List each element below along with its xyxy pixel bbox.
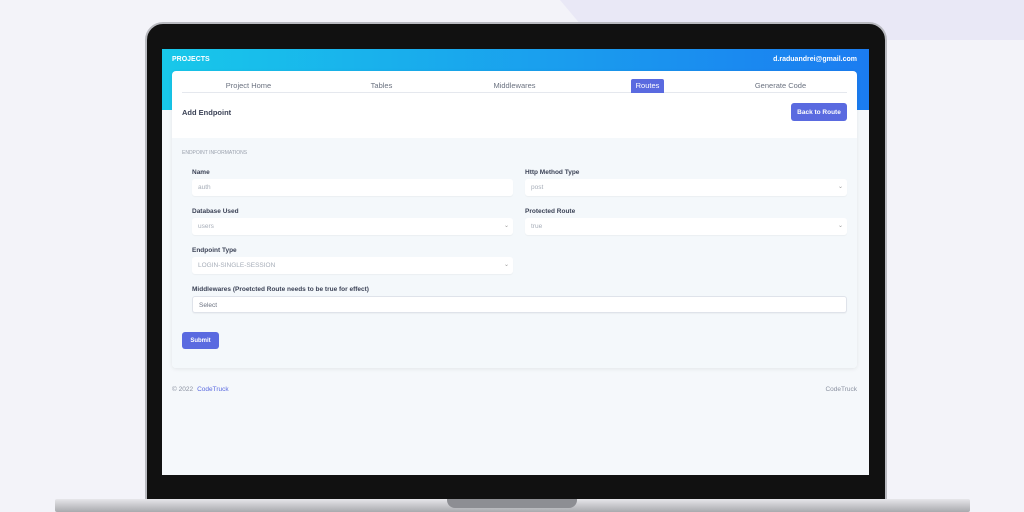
- endpoint-type-value: LOGIN-SINGLE-SESSION: [198, 262, 276, 269]
- tab-tables[interactable]: Tables: [315, 79, 448, 92]
- chevron-down-icon: ⌄: [503, 223, 509, 229]
- name-label: Name: [192, 169, 210, 176]
- endpoint-type-label: Endpoint Type: [192, 247, 237, 254]
- copyright-text: © 2022: [172, 386, 194, 393]
- tab-label: Generate Code: [754, 81, 807, 90]
- protected-route-value: true: [531, 223, 543, 230]
- app-screen: PROJECTS d.raduandrei@gmail.com Project …: [162, 49, 869, 475]
- footer-copyright: © 2022 CodeTruck: [172, 386, 229, 393]
- section-title: ENDPOINT INFORMATIONS: [182, 150, 248, 156]
- middlewares-label: Middlewares (Proetcted Route needs to be…: [192, 286, 369, 293]
- projects-link[interactable]: PROJECTS: [172, 56, 210, 63]
- tab-label: Middlewares: [493, 81, 536, 90]
- middlewares-multiselect[interactable]: Select: [192, 296, 847, 313]
- chevron-down-icon: ⌄: [503, 262, 509, 268]
- user-email[interactable]: d.raduandrei@gmail.com: [773, 56, 857, 63]
- chevron-down-icon: ⌄: [837, 184, 843, 190]
- name-value: auth: [198, 184, 211, 191]
- tab-routes[interactable]: Routes: [581, 79, 714, 93]
- codetruck-link[interactable]: CodeTruck: [197, 386, 229, 393]
- tab-label: Routes: [630, 79, 665, 93]
- http-method-label: Http Method Type: [525, 169, 580, 176]
- protected-route-select[interactable]: true ⌄: [525, 218, 847, 235]
- laptop-notch: [447, 499, 577, 508]
- tab-project-home[interactable]: Project Home: [182, 79, 315, 92]
- database-select[interactable]: users ⌄: [192, 218, 513, 235]
- middlewares-placeholder: Select: [199, 302, 218, 309]
- tab-middlewares[interactable]: Middlewares: [448, 79, 581, 92]
- http-method-select[interactable]: post ⌄: [525, 179, 847, 196]
- page-title: Add Endpoint: [182, 108, 232, 117]
- submit-button[interactable]: Submit: [182, 332, 219, 349]
- tab-label: Project Home: [225, 81, 272, 90]
- http-method-value: post: [531, 184, 544, 191]
- back-to-route-button[interactable]: Back to Route: [791, 103, 847, 121]
- main-card: Project Home Tables Middlewares Routes G…: [172, 71, 857, 368]
- footer-right: CodeTruck: [825, 386, 857, 393]
- protected-route-label: Protected Route: [525, 208, 576, 215]
- chevron-down-icon: ⌄: [837, 223, 843, 229]
- tab-generate-code[interactable]: Generate Code: [714, 79, 847, 92]
- endpoint-form: ENDPOINT INFORMATIONS Name auth Http Met…: [172, 138, 857, 368]
- database-label: Database Used: [192, 208, 239, 215]
- tab-label: Tables: [370, 81, 393, 90]
- name-input[interactable]: auth: [192, 179, 513, 196]
- database-value: users: [198, 223, 214, 230]
- tab-bar: Project Home Tables Middlewares Routes G…: [182, 79, 847, 93]
- endpoint-type-select[interactable]: LOGIN-SINGLE-SESSION ⌄: [192, 257, 513, 274]
